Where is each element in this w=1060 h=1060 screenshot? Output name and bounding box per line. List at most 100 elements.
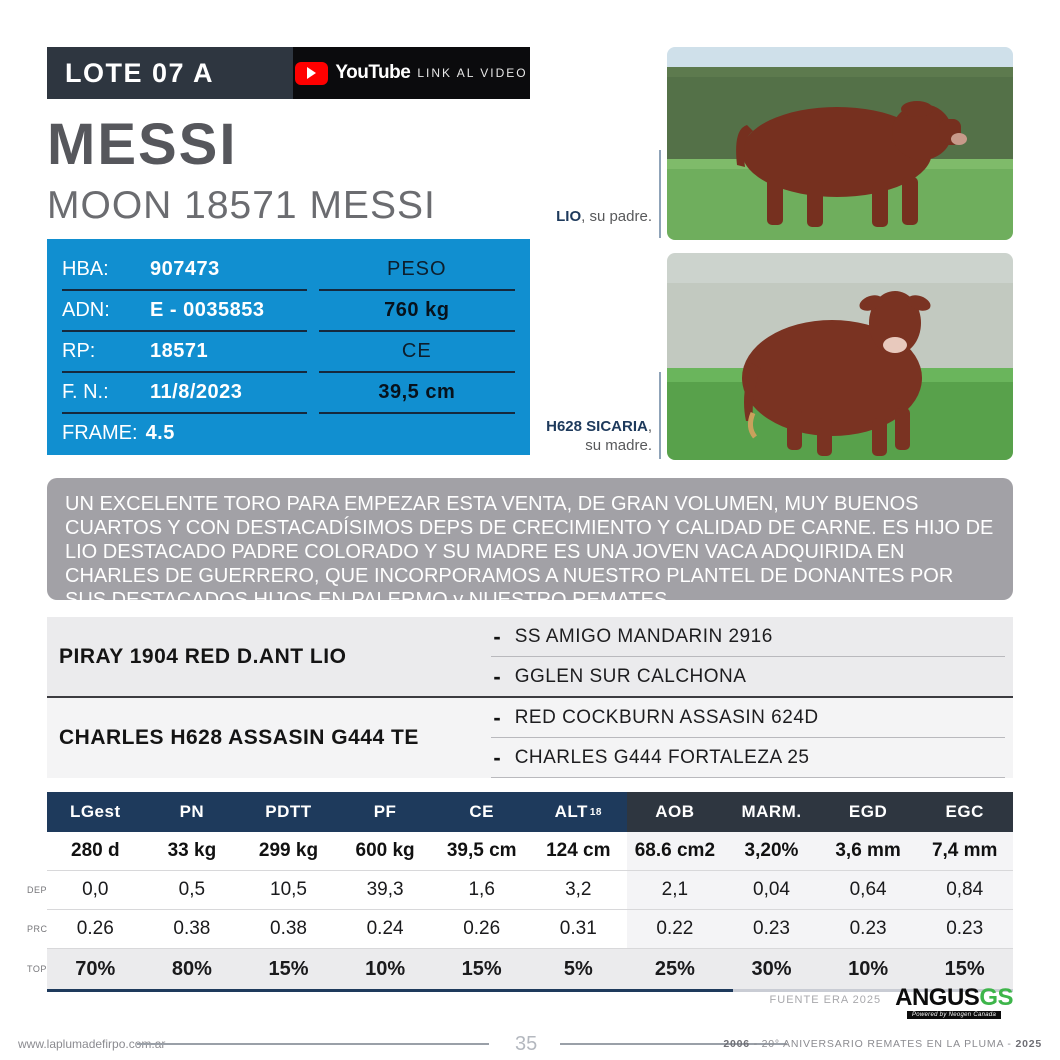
registry-column: HBA: 907473 ADN: E - 0035853 RP: 18571 F…: [62, 250, 307, 453]
prc-cell: 0.38: [173, 918, 211, 939]
value-cell: 39,5 cm: [446, 840, 517, 861]
column-header: MARM.: [723, 792, 820, 832]
dep-row-label: DEP: [27, 885, 48, 895]
edition-end-year: 2025: [1015, 1038, 1042, 1050]
sire-caption-rule: [659, 150, 661, 238]
pedigree-section: PIRAY 1904 RED D.ANT LIO - SS AMIGO MAND…: [47, 617, 1013, 778]
column-header: AOB: [626, 792, 724, 832]
pedigree-sire-block: PIRAY 1904 RED D.ANT LIO - SS AMIGO MAND…: [47, 617, 1013, 696]
prc-cell: 0.23: [916, 910, 1013, 948]
sire-ancestors: - SS AMIGO MANDARIN 2916 - GGLEN SUR CAL…: [491, 617, 1013, 696]
dep-cell: 0,84: [916, 871, 1013, 909]
pedigree-dam-block: CHARLES H628 ASSASIN G444 TE - RED COCKB…: [47, 696, 1013, 778]
ancestor-row: - RED COCKBURN ASSASIN 624D: [491, 698, 1005, 738]
prc-cell: 0.23: [819, 910, 917, 948]
dam-name: H628 SICARIA: [546, 418, 648, 435]
youtube-brand: YouTube: [335, 62, 411, 83]
website-link[interactable]: www.laplumadefirpo.com.ar: [18, 1037, 166, 1051]
dep-row: DEP 0,0 0,5 10,5 39,3 1,6 3,2 2,1 0,04 0…: [27, 871, 1013, 910]
top-row-label: TOP: [27, 964, 47, 974]
angus-logo-tagline: Powered by Neogen Canada: [906, 1011, 1002, 1019]
adn-label: ADN:: [62, 299, 110, 321]
dam-comma: ,: [647, 418, 652, 435]
column-header: CE: [433, 792, 530, 832]
top-cell: 70%: [75, 957, 116, 980]
dep-cell: 3,2: [565, 879, 592, 900]
fn-value: 11/8/2023: [150, 381, 243, 403]
sire-photo: [667, 47, 1013, 240]
lot-badge: LOTE 07 A: [47, 47, 293, 99]
top-cell: 80%: [171, 957, 212, 980]
column-header: EGC: [916, 792, 1013, 832]
description-panel: UN EXCELENTE TORO PARA EMPEZAR ESTA VENT…: [47, 478, 1013, 611]
dep-cell: 1,6: [468, 879, 495, 900]
value-cell: 600 kg: [355, 840, 415, 861]
prc-cell: 0.22: [626, 910, 724, 948]
measures-column: PESO 760 kg CE 39,5 cm: [307, 250, 515, 453]
top-cell: 15%: [461, 957, 502, 980]
dam-photo-illustration: [667, 253, 1013, 460]
ce-label: CE: [401, 340, 432, 362]
info-row-rp: RP: 18571: [62, 332, 307, 373]
measured-values-row: 280 d 33 kg 299 kg 600 kg 39,5 cm 124 cm…: [47, 832, 1013, 871]
info-row-hba: HBA: 907473: [62, 250, 307, 291]
top-cell: 25%: [654, 957, 695, 980]
edition-start-year: 2006: [723, 1038, 750, 1050]
footer-rule-left: [137, 1043, 489, 1045]
ancestor-name: SS AMIGO MANDARIN 2916: [514, 625, 773, 647]
prc-cell: 0.31: [559, 918, 597, 939]
video-link-button[interactable]: YouTube LINK AL VIDEO: [293, 47, 530, 99]
column-header-alt: ALT 18: [529, 792, 627, 832]
info-row-adn: ADN: E - 0035853: [62, 291, 307, 332]
ce-value: 39,5 cm: [378, 381, 456, 403]
epd-stats-table: LGest PN PDTT PF CE ALT 18 AOB MARM. EGD …: [27, 792, 1013, 992]
prc-cell: 0.38: [270, 918, 307, 939]
value-cell: 33 kg: [167, 840, 217, 861]
ancestor-row: - CHARLES G444 FORTALEZA 25: [491, 738, 1005, 778]
info-row-frame: FRAME: 4.5: [62, 414, 307, 453]
dep-cell: 2,1: [626, 871, 724, 909]
table-bottom-rule: [47, 989, 1013, 992]
dam-caption: H628 SICARIA, su madre.: [452, 417, 652, 455]
peso-value: 760 kg: [384, 299, 450, 321]
frame-label: FRAME:: [62, 422, 138, 444]
column-header: LGest: [47, 792, 144, 832]
prc-cell: 0.23: [723, 910, 820, 948]
angus-logo-text: ANGUS: [895, 984, 980, 1011]
peso-label-row: PESO: [318, 250, 515, 291]
youtube-play-icon: [295, 61, 329, 85]
column-header: PN: [143, 792, 241, 832]
dash-bullet: -: [493, 663, 501, 689]
edition-middle: - 20° ANIVERSARIO REMATES EN LA PLUMA -: [749, 1038, 1016, 1050]
dash-bullet: -: [493, 744, 501, 770]
ancestor-row: - GGLEN SUR CALCHONA: [491, 657, 1005, 696]
dep-cell: 10,5: [270, 879, 307, 900]
alt-superscript: 18: [589, 806, 602, 818]
ancestor-name: GGLEN SUR CALCHONA: [514, 665, 747, 687]
footer-rule-right: [560, 1043, 787, 1045]
top-cell: 15%: [944, 957, 985, 980]
dep-cell: 0,64: [819, 871, 917, 909]
animal-name-title: MESSI: [47, 112, 238, 177]
dash-bullet: -: [493, 704, 501, 730]
info-row-fn: F. N.: 11/8/2023: [62, 373, 307, 414]
value-cell: 68.6 cm2: [626, 832, 724, 870]
prc-row: PRC 0.26 0.38 0.38 0.24 0.26 0.31 0.22 0…: [27, 910, 1013, 949]
lot-label: LOTE 07 A: [65, 57, 215, 88]
prc-cell: 0.26: [463, 918, 501, 939]
rp-label: RP:: [62, 340, 96, 362]
column-header: PDTT: [240, 792, 337, 832]
top-cell: 15%: [268, 957, 309, 980]
angus-logo: ANGUSGS Powered by Neogen Canada: [895, 986, 1013, 1019]
dam-ancestors: - RED COCKBURN ASSASIN 624D - CHARLES G4…: [491, 698, 1013, 778]
ancestor-name: CHARLES G444 FORTALEZA 25: [514, 746, 810, 768]
video-link-label: LINK AL VIDEO: [417, 66, 528, 80]
dam-relation: su madre.: [585, 437, 652, 454]
sire-relation: , su padre.: [581, 208, 652, 225]
sire-photo-illustration: [667, 47, 1013, 240]
top-cell: 30%: [751, 957, 792, 980]
value-cell: 7,4 mm: [916, 832, 1013, 870]
value-cell: 3,20%: [723, 832, 820, 870]
ancestor-row: - SS AMIGO MANDARIN 2916: [491, 617, 1005, 657]
value-cell: 124 cm: [546, 840, 611, 861]
